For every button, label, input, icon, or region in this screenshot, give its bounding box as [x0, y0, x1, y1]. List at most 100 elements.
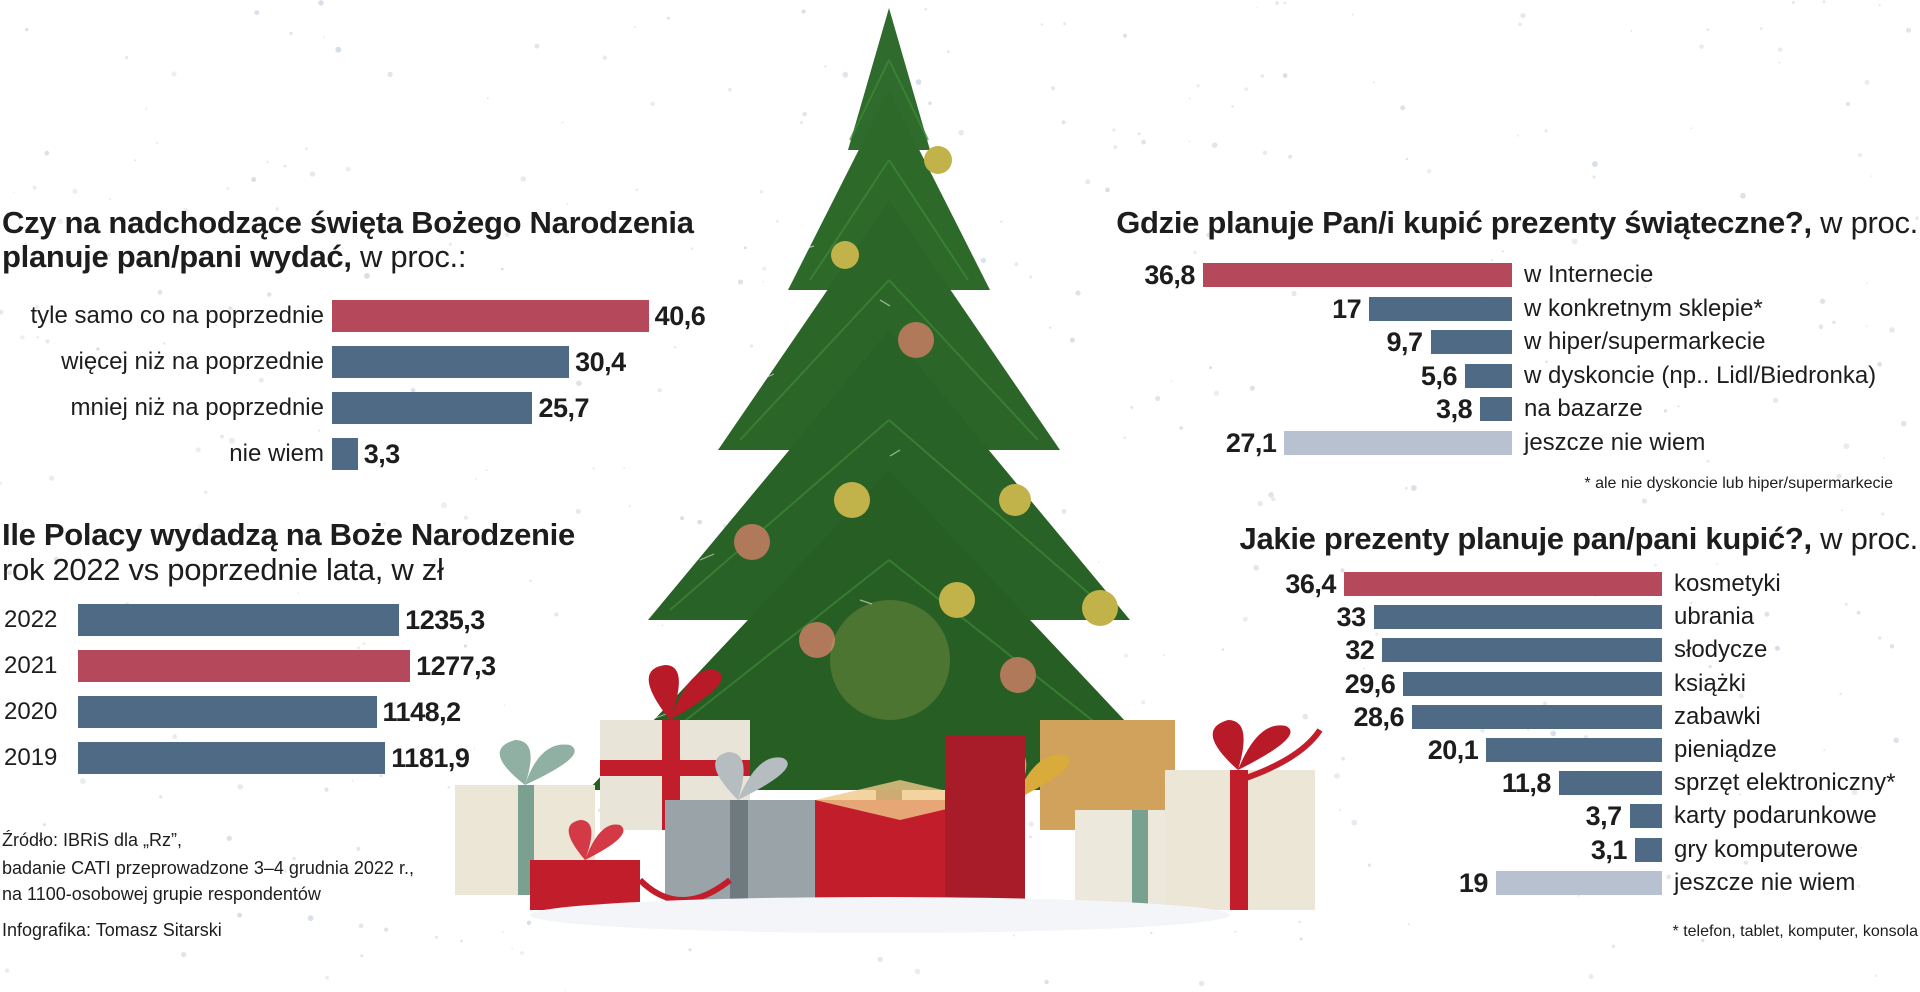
- snowflake-icon: [57, 218, 64, 225]
- snowflake-icon: [1257, 500, 1264, 507]
- snowflake-icon: [259, 220, 263, 224]
- category-label: w konkretnym sklepie*: [1524, 294, 1763, 322]
- snowflake-icon: [25, 27, 29, 32]
- snowflake-icon: [1491, 259, 1494, 261]
- snowflake-icon: [362, 642, 366, 645]
- snowflake-icon: [1242, 616, 1248, 622]
- snowflake-icon: [737, 279, 744, 285]
- snowflake-icon: [34, 305, 40, 310]
- snowflake-icon: [254, 10, 260, 16]
- snowflake-icon: [24, 242, 27, 245]
- snowflake-icon: [345, 166, 351, 172]
- snowflake-icon: [198, 523, 204, 530]
- category-label: zabawki: [1674, 702, 1761, 730]
- data-label: 30,4: [575, 347, 626, 377]
- snowflake-icon: [89, 406, 94, 412]
- snowflake-icon: [1865, 325, 1868, 327]
- snowflake-icon: [1193, 250, 1197, 255]
- snowflake-icon: [1818, 884, 1823, 890]
- category-label: jeszcze nie wiem: [1674, 868, 1856, 896]
- snowflake-icon: [1870, 175, 1873, 178]
- snowflake-icon: [43, 823, 46, 827]
- snowflake-icon: [958, 129, 964, 136]
- snowflake-icon: [284, 870, 287, 873]
- snowflake-icon: [759, 190, 764, 194]
- snowflake-icon: [1188, 140, 1191, 143]
- chart-gifts-title-bold: Jakie prezenty planuje pan/pani kupić?,: [1239, 521, 1813, 556]
- snowflake-icon: [1690, 127, 1693, 130]
- snowflake-icon: [802, 112, 807, 117]
- snowflake-icon: [364, 272, 370, 279]
- snowflake-icon: [1545, 360, 1548, 363]
- category-label: nie wiem: [229, 440, 324, 467]
- bar: [1382, 638, 1662, 663]
- snowflake-icon: [134, 159, 137, 162]
- snowflake-icon: [1843, 443, 1850, 450]
- snowflake-icon: [1291, 290, 1297, 297]
- snowflake-icon: [1206, 232, 1212, 238]
- snowflake-icon: [503, 704, 506, 707]
- snowflake-icon: [220, 434, 224, 439]
- snowflake-icon: [335, 46, 342, 53]
- snowflake-icon: [1857, 153, 1862, 158]
- snowflake-icon: [1049, 326, 1052, 329]
- snowflake-icon: [1611, 944, 1616, 948]
- snowflake-icon: [690, 247, 694, 250]
- chart-spending-title-unit: w proc.:: [360, 239, 467, 274]
- data-label: 3,1: [1590, 834, 1628, 865]
- data-label: 1235,3: [405, 605, 485, 635]
- snowflake-icon: [628, 505, 631, 508]
- snowflake-icon: [1544, 129, 1548, 133]
- snowflake-icon: [1915, 216, 1919, 220]
- snowflake-icon: [1075, 290, 1081, 296]
- source-line-3: na 1100-osobowej grupie respondentów: [2, 884, 321, 904]
- snowflake-icon: [762, 266, 767, 271]
- chart-spending-title-bold: Czy na nadchodzące święta Bożego Narodze…: [2, 205, 694, 274]
- category-label: na bazarze: [1524, 395, 1643, 422]
- snowflake-icon: [1774, 645, 1780, 651]
- snowflake-icon: [1211, 228, 1217, 234]
- bar: [1430, 330, 1512, 354]
- snowflake-icon: [1889, 644, 1895, 649]
- data-label: 3,7: [1585, 801, 1623, 832]
- snowflake-icon: [448, 242, 452, 246]
- snowflake-icon: [72, 188, 78, 194]
- snowflake-icon: [394, 701, 397, 705]
- snowflake-icon: [1715, 562, 1718, 565]
- snowflake-icon: [1906, 27, 1912, 33]
- snowflake-icon: [171, 71, 177, 77]
- snowflake-icon: [324, 787, 329, 792]
- category-label: ubrania: [1674, 603, 1755, 631]
- snowflake-icon: [32, 185, 37, 190]
- data-label: 3,8: [1436, 394, 1473, 424]
- snowflake-icon: [1520, 13, 1526, 19]
- snowflake-icon: [1363, 667, 1366, 670]
- snowflake-icon: [1170, 380, 1173, 383]
- snowflake-icon: [1249, 385, 1255, 391]
- snowflake-icon: [1740, 192, 1746, 199]
- category-label: 2021: [4, 652, 58, 679]
- bar: [332, 346, 570, 378]
- snowflake-icon: [566, 203, 569, 205]
- snowflake-icon: [576, 380, 582, 387]
- snowflake-icon: [1150, 932, 1153, 935]
- snowflake-icon: [12, 191, 15, 194]
- snowflake-icon: [351, 779, 354, 782]
- snowflake-icon: [289, 31, 293, 36]
- snowflake-icon: [1014, 262, 1019, 267]
- data-label: 20,1: [1427, 735, 1479, 765]
- snowflake-icon: [1641, 498, 1648, 504]
- data-label: 17: [1332, 293, 1362, 324]
- category-label: jeszcze nie wiem: [1524, 428, 1706, 456]
- data-label: 3,3: [363, 439, 401, 469]
- snowflake-icon: [1893, 737, 1899, 744]
- category-label: 2020: [4, 698, 58, 725]
- chart-amount-title-bold: Ile Polacy wydadzą na Boże Narodzenie: [2, 517, 575, 552]
- category-label: gry komputerowe: [1674, 835, 1859, 863]
- snowflake-icon: [526, 920, 532, 925]
- bar: [78, 604, 400, 636]
- snowflake-icon: [147, 873, 150, 875]
- snowflake-icon: [1877, 361, 1882, 367]
- ornament-icon: [734, 146, 1118, 720]
- snowflake-icon: [261, 253, 267, 259]
